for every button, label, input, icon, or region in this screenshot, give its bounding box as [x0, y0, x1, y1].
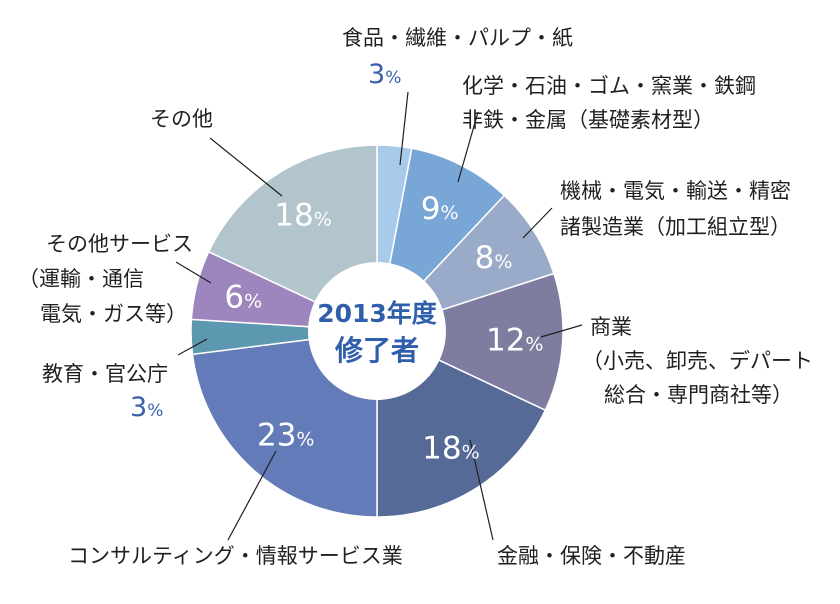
label-fin: 金融・保険・不動産: [497, 544, 686, 568]
label-chem-line1: 化学・石油・ゴム・窯業・鉄鋼: [462, 74, 756, 98]
label-chem-line2: 非鉄・金属（基礎素材型）: [462, 108, 714, 132]
label-mach-line1: 機械・電気・輸送・精密: [560, 179, 791, 203]
label-other: その他: [150, 107, 213, 131]
label-comm-line1: 商業: [590, 315, 632, 339]
label-comm-line2: （小売、卸売、デパート: [582, 349, 813, 373]
leader-line-chem: [457, 111, 479, 183]
slice-value-label-1: 9%: [421, 191, 459, 227]
leader-line-edu: [177, 338, 208, 356]
label-osvc-line1: その他サービス: [46, 232, 193, 256]
donut-hole: [308, 262, 446, 400]
label-comm-line3: 総合・専門商社等）: [604, 383, 793, 407]
center-label-year: 2013年度: [317, 299, 437, 328]
leader-line-osvc: [175, 261, 212, 284]
label-edu: 教育・官公庁: [42, 362, 168, 386]
slice-3: [374, 272, 564, 412]
value-edu-pct: %: [147, 401, 164, 421]
leader-line-mach: [522, 207, 553, 239]
leader-line-other: [209, 137, 283, 197]
label-food: 食品・繊維・パルプ・紙: [342, 26, 573, 50]
leader-line-cons: [227, 450, 277, 541]
center-label-graduates: 修了者: [334, 334, 419, 367]
label-mach-line2: 諸製造業（加工組立型）: [560, 215, 791, 239]
leader-line-fin: [469, 439, 494, 541]
label-cons: コンサルティング・情報サービス業: [68, 544, 403, 568]
value-food: 3%: [368, 58, 401, 95]
value-food-pct: %: [385, 68, 402, 88]
value-edu-number: 3: [130, 392, 148, 423]
slice-value-label-4: 18%: [422, 431, 480, 467]
slice-value-label-8: 18%: [274, 197, 332, 233]
slice-value-label-3: 12%: [486, 323, 544, 359]
leader-line-comm: [540, 324, 583, 338]
slice-value-label-7: 6%: [224, 280, 262, 316]
slice-value-label-5: 23%: [257, 418, 315, 454]
leader-line-food: [399, 91, 409, 166]
value-food-number: 3: [368, 59, 386, 90]
slice-value-label-2: 8%: [475, 240, 513, 276]
value-edu: 3%: [130, 391, 163, 428]
label-osvc-line2: （運輸・通信: [18, 267, 144, 291]
label-osvc-line3: 電気・ガス等）: [40, 302, 187, 326]
